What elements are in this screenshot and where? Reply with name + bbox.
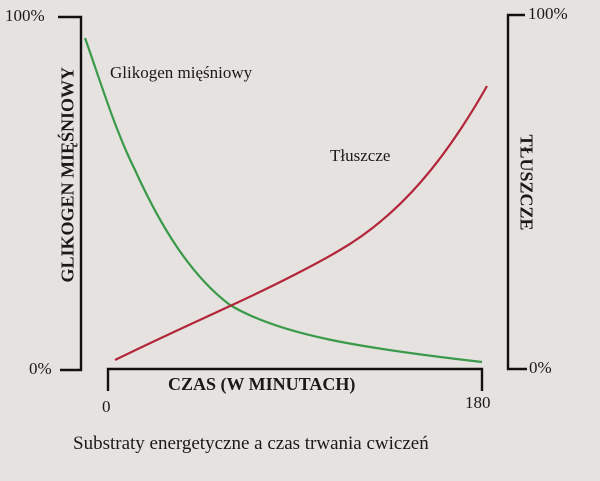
left-y-axis-title: GLIKOGEN MIĘŚNIOWY xyxy=(57,66,78,283)
series-line-glycogen xyxy=(83,37,483,364)
left-y-axis xyxy=(58,15,83,372)
x-axis xyxy=(106,367,484,391)
left-axis-min-label: 0% xyxy=(29,359,52,378)
left-axis-max-label: 100% xyxy=(5,6,45,25)
x-axis-min-label: 0 xyxy=(102,397,111,416)
series-label-fat: Tłuszcze xyxy=(330,146,391,165)
right-y-axis-title: TŁUSZCZE xyxy=(516,134,537,231)
chart-caption: Substraty energetyczne a czas trwania cw… xyxy=(73,433,429,454)
series-label-glycogen: Glikogen mięśniowy xyxy=(110,63,253,82)
x-axis-max-label: 180 xyxy=(465,393,491,412)
right-axis-max-label: 100% xyxy=(528,4,568,23)
right-axis-min-label: 0% xyxy=(529,358,552,377)
right-y-axis xyxy=(506,13,527,371)
x-axis-title: CZAS (W MINUTACH) xyxy=(168,374,356,394)
series-line-fat xyxy=(114,85,488,361)
